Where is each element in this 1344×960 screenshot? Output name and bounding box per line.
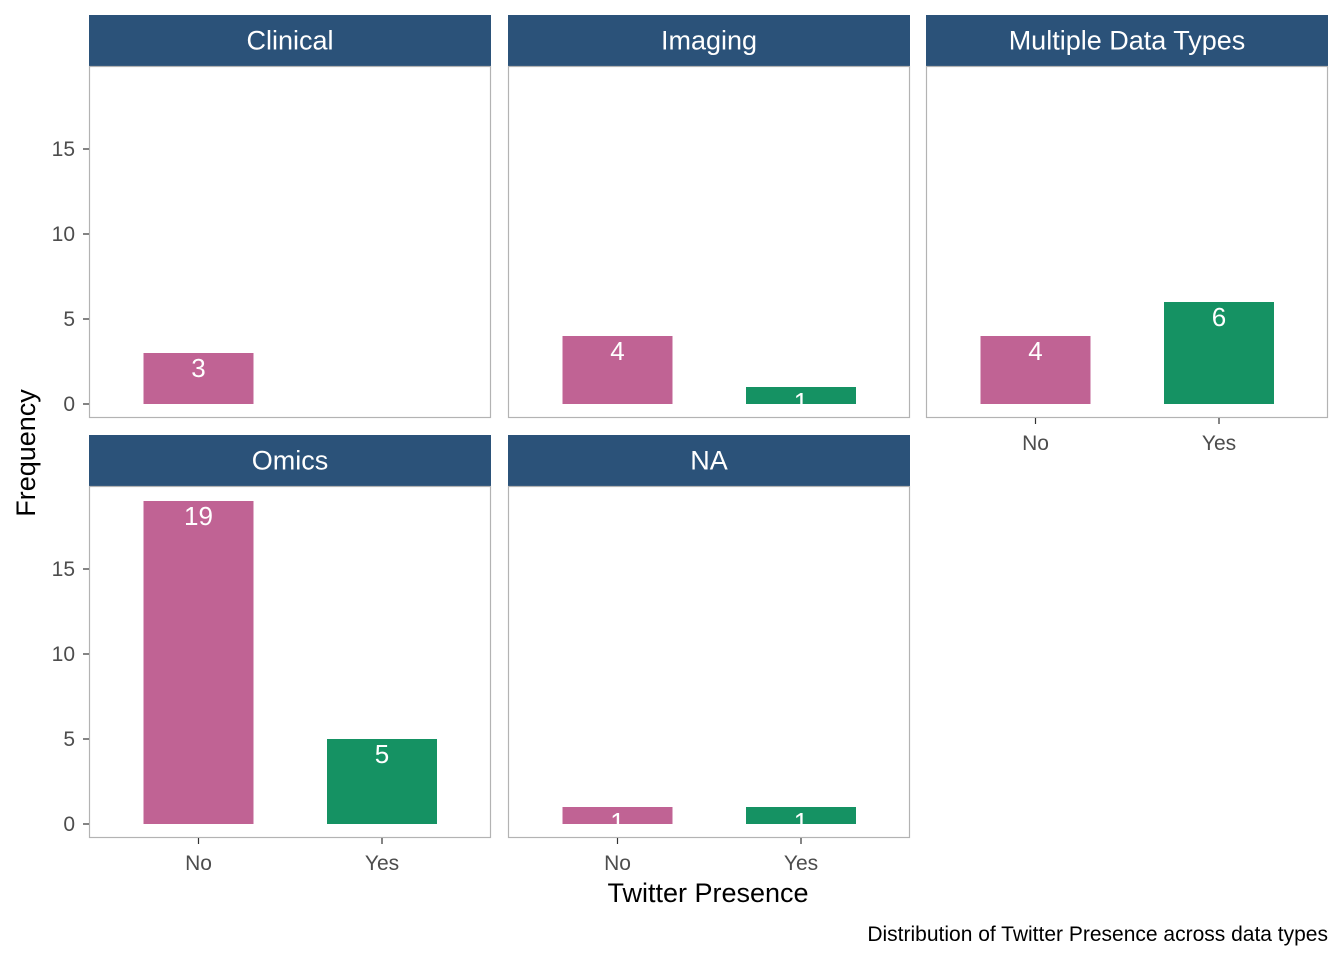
y-tick-label: 0 [63, 393, 75, 416]
panel-border [88, 65, 492, 419]
bar-no [980, 336, 1091, 404]
bar-no [562, 336, 673, 404]
facet-strip-label: Omics [252, 446, 329, 476]
bar-yes [1164, 302, 1274, 404]
bar-yes [327, 739, 437, 824]
y-tick-label: 15 [52, 138, 75, 161]
panel-clinical: Clinical 0 5 10 15 3 [52, 15, 492, 419]
panel-border [88, 485, 492, 839]
y-tick-label: 10 [52, 223, 75, 246]
y-tick-label: 0 [63, 813, 75, 836]
bar-value-label: 4 [610, 336, 624, 366]
x-axis-title: Twitter Presence [607, 878, 808, 908]
y-tick-label: 10 [52, 643, 75, 666]
panel-multiple-data-types: Multiple Data Types 4 6 No Yes [925, 15, 1329, 455]
y-tick-label: 5 [63, 728, 75, 751]
bar-value-label: 6 [1212, 302, 1226, 332]
facet-strip [89, 15, 491, 66]
x-tick-label: Yes [1202, 432, 1236, 455]
bar-yes [746, 807, 856, 824]
bar-value-label: 3 [191, 353, 205, 383]
facet-strip [508, 435, 910, 486]
bar-value-label: 1 [794, 807, 808, 837]
x-tick-label: Yes [365, 852, 399, 875]
panel-border [507, 65, 911, 419]
bar-no [562, 807, 673, 824]
x-tick-label: Yes [784, 852, 818, 875]
bar-yes [746, 387, 856, 404]
panel-imaging: Imaging 4 1 [507, 15, 911, 419]
facet-strip-label: Clinical [246, 26, 333, 56]
panel-na: NA 1 1 No Yes [507, 435, 911, 875]
y-tick-label: 15 [52, 558, 75, 581]
panel-border [925, 65, 1329, 419]
bar-value-label: 1 [794, 387, 808, 417]
chart-caption: Distribution of Twitter Presence across … [867, 923, 1328, 946]
bar-value-label: 1 [610, 807, 624, 837]
x-tick-label: No [1022, 432, 1049, 455]
facet-strip-label: Multiple Data Types [1009, 26, 1246, 56]
x-tick-label: No [604, 852, 631, 875]
bar-value-label: 19 [184, 501, 213, 531]
y-tick-label: 5 [63, 308, 75, 331]
facet-strip-label: Imaging [661, 26, 757, 56]
facet-strip [89, 435, 491, 486]
x-tick-label: No [185, 852, 212, 875]
panel-omics: Omics 0 5 10 15 19 5 No Yes [52, 435, 492, 875]
facet-strip [508, 15, 910, 66]
bar-no [143, 501, 254, 824]
facet-strip [926, 15, 1328, 66]
bar-no [143, 353, 254, 404]
panel-border [507, 485, 911, 839]
bar-value-label: 5 [375, 739, 389, 769]
y-axis-title: Frequency [11, 389, 41, 517]
facet-strip-label: NA [690, 446, 728, 476]
bar-value-label: 4 [1028, 336, 1042, 366]
